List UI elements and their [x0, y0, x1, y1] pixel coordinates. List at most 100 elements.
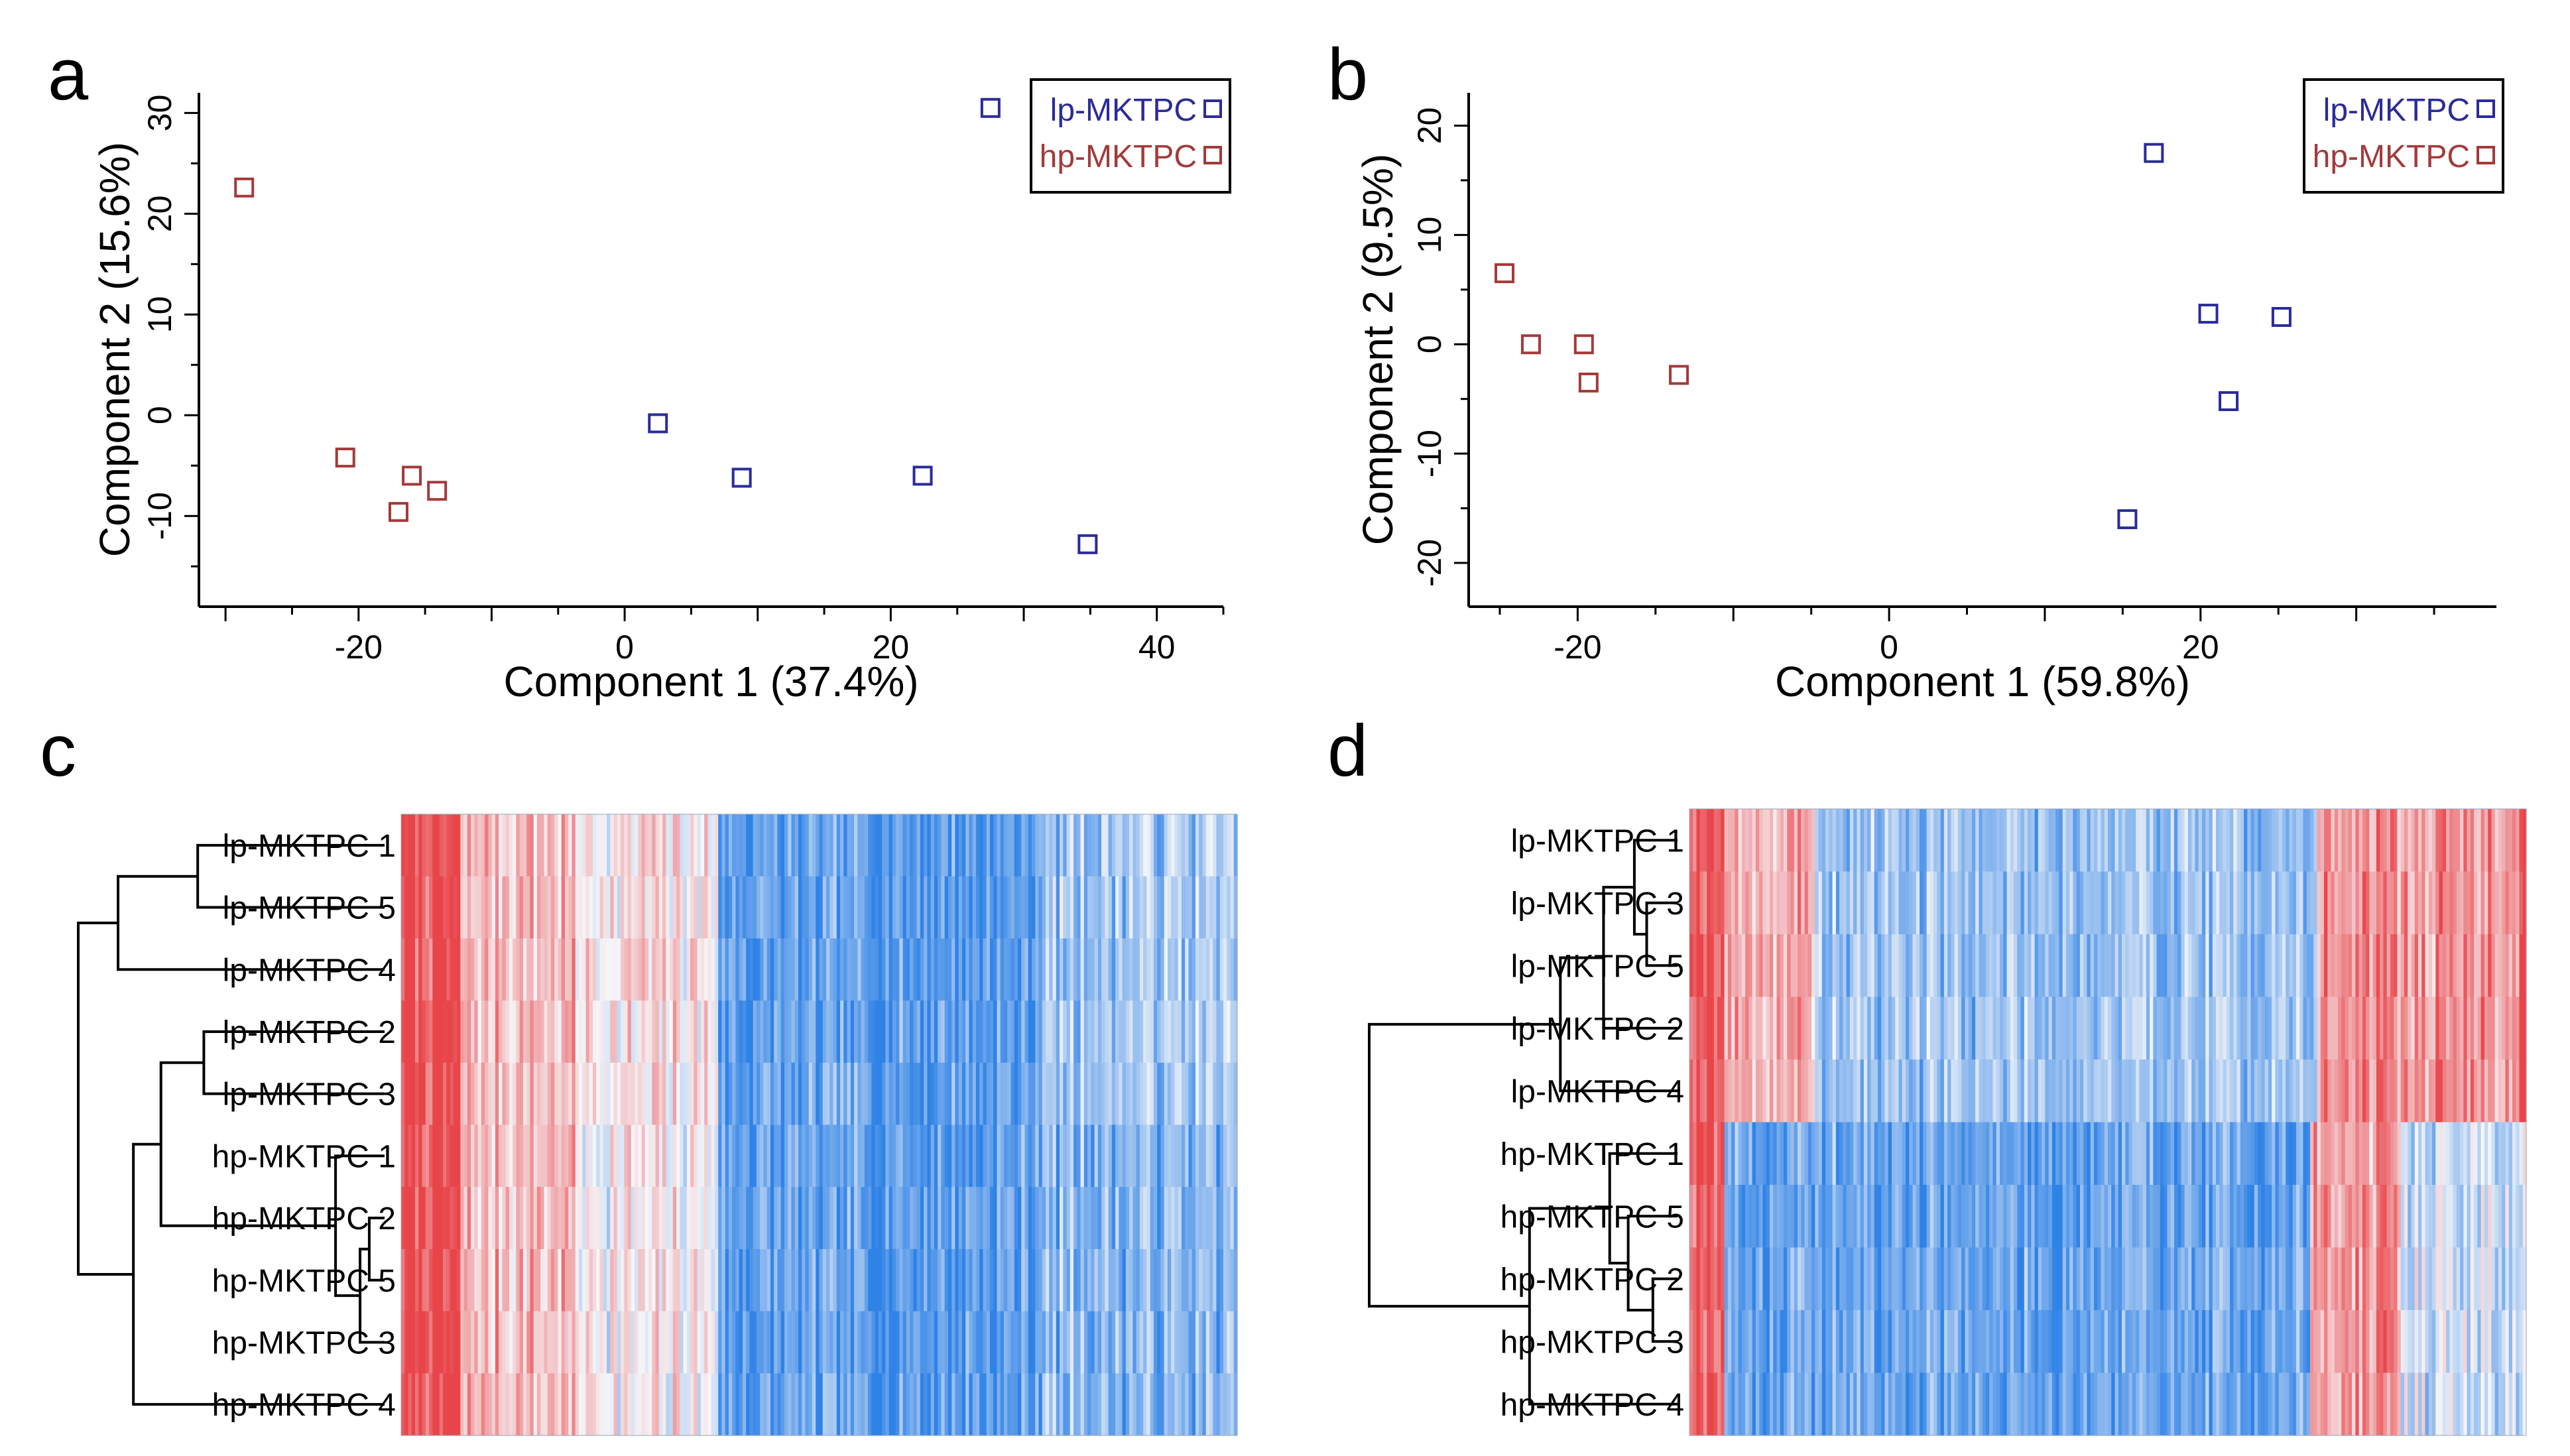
heatmap-cell [2408, 1060, 2412, 1123]
data-point-hp-MKTPC [388, 502, 408, 522]
heatmap-cell [2132, 1247, 2136, 1311]
heatmap-cell [760, 938, 765, 1001]
heatmap-cell [1857, 1310, 1861, 1374]
heatmap-cell [2299, 1310, 2304, 1374]
panel-letter-c: c [40, 710, 76, 792]
heatmap-cell [463, 1311, 468, 1374]
heatmap-cell [2331, 1060, 2335, 1123]
heatmap-cell [1773, 997, 1778, 1060]
heatmap-cell [2317, 1310, 2321, 1374]
heatmap-cell [1825, 1122, 1829, 1185]
heatmap-cell [1787, 934, 1792, 998]
heatmap-cell [1794, 1372, 1798, 1436]
heatmap-cell [2369, 1185, 2374, 1248]
heatmap-cell [2111, 1247, 2116, 1311]
heatmap-cell [1731, 809, 1735, 873]
heatmap-cell [2338, 1372, 2342, 1436]
heatmap-cell [2460, 809, 2464, 873]
heatmap-cell [578, 1001, 583, 1063]
heatmap-cell [644, 938, 649, 1001]
heatmap-cell [1097, 1001, 1102, 1063]
heatmap-cell [613, 1187, 618, 1250]
heatmap-cell [683, 1373, 688, 1436]
heatmap-cell [540, 1373, 545, 1436]
heatmap-cell [1160, 938, 1165, 1001]
heatmap-cell [2244, 871, 2248, 935]
heatmap-cell [2045, 1185, 2050, 1248]
heatmap-cell [1703, 871, 1707, 935]
heatmap-cell [2306, 1060, 2311, 1123]
heatmap-cell [819, 938, 824, 1001]
heatmap-cell [1174, 938, 1179, 1001]
heatmap-cell [1912, 1372, 1917, 1436]
heatmap-cell [2223, 1122, 2227, 1185]
heatmap-cell [1097, 1248, 1102, 1312]
heatmap-cell [404, 1248, 409, 1312]
heatmap-cell [648, 1187, 652, 1250]
heatmap-cell [585, 1001, 590, 1063]
heatmap-cell [603, 1373, 607, 1436]
heatmap-cell [1710, 934, 1715, 998]
heatmap-cell [1181, 1001, 1186, 1063]
heatmap-cell [704, 1001, 708, 1063]
heatmap-cell [1849, 809, 1854, 873]
heatmap-cell [2139, 934, 2144, 998]
heatmap-cell [2272, 934, 2276, 998]
heatmap-cell [589, 1001, 593, 1063]
heatmap-cell [2226, 1310, 2231, 1374]
heatmap-cell [1857, 1122, 1861, 1185]
heatmap-cell [780, 1062, 785, 1126]
heatmap-cell [1035, 1062, 1040, 1126]
heatmap-cell [1080, 1187, 1085, 1250]
heatmap-cell [2494, 997, 2499, 1060]
heatmap-cell [547, 1062, 552, 1126]
heatmap-cell [1821, 871, 1826, 935]
heatmap-cell [1129, 1187, 1133, 1250]
heatmap-cell [1693, 871, 1697, 935]
heatmap-cell [2073, 1247, 2077, 1311]
heatmap-cell [1160, 1373, 1165, 1436]
heatmap-cell [927, 1187, 932, 1250]
heatmap-cell [2369, 871, 2374, 935]
heatmap-cell [540, 938, 545, 1001]
heatmap-cell [519, 1248, 524, 1312]
heatmap-cell [2432, 1185, 2436, 1248]
heatmap-cell [871, 938, 876, 1001]
heatmap-cell [2313, 809, 2318, 873]
heatmap-cell [1832, 1185, 1837, 1248]
heatmap-cell [1982, 1247, 1987, 1311]
heatmap-cell [742, 1062, 747, 1126]
heatmap-cell [1818, 1372, 1823, 1436]
heatmap-cell [1181, 1373, 1186, 1436]
heatmap-cell [2512, 1372, 2516, 1436]
heatmap-cell [1920, 1247, 1924, 1311]
heatmap-cell [672, 1001, 677, 1063]
heatmap-cell [1143, 1124, 1147, 1187]
heatmap-cell [624, 938, 629, 1001]
heatmap-cell [1835, 1247, 1840, 1311]
heatmap-cell [1021, 814, 1026, 877]
heatmap-cell [572, 1373, 576, 1436]
heatmap-cell [2087, 871, 2091, 935]
heatmap-cell [2508, 1247, 2513, 1311]
heatmap-cell [2153, 997, 2158, 1060]
heatmap-cell [2324, 1060, 2328, 1123]
heatmap-cell [2327, 997, 2332, 1060]
heatmap-cell [2467, 1372, 2471, 1436]
heatmap-cell [1755, 1247, 1760, 1311]
heatmap-cell [2380, 1060, 2384, 1123]
heatmap-cell [1867, 871, 1872, 935]
heatmap-cell [878, 876, 883, 939]
heatmap-cell [2386, 1310, 2391, 1374]
heatmap-cell [2076, 809, 2081, 873]
heatmap-cell [711, 1001, 715, 1063]
heatmap-cell [547, 876, 552, 939]
heatmap-cell [638, 1248, 642, 1312]
heatmap-cell [2160, 1185, 2164, 1248]
heatmap-cell [592, 1248, 597, 1312]
heatmap-cell [401, 1124, 405, 1187]
heatmap-cell [1205, 1248, 1210, 1312]
heatmap-cell [404, 938, 409, 1001]
heatmap-cell [513, 1311, 517, 1374]
heatmap-cell [1954, 1122, 1959, 1185]
